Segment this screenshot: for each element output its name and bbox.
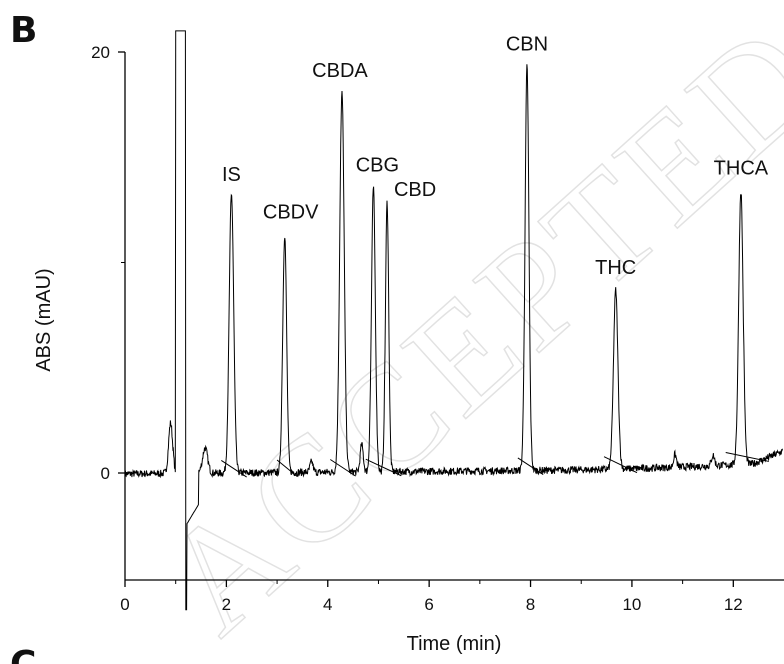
x-tick-label: 4 bbox=[323, 595, 332, 614]
peak-label-thca: THCA bbox=[714, 158, 769, 180]
peak-label-is: IS bbox=[222, 164, 241, 186]
y-tick-label: 0 bbox=[101, 464, 110, 483]
x-tick-label: 8 bbox=[526, 595, 535, 614]
baseline-segment bbox=[365, 458, 402, 477]
baseline-segment bbox=[517, 457, 544, 475]
y-axis-title: ABS (mAU) bbox=[33, 268, 55, 371]
baseline-segment bbox=[221, 459, 247, 478]
x-tick-label: 2 bbox=[222, 595, 231, 614]
x-tick-label: 6 bbox=[424, 595, 433, 614]
y-ticks: 0 20 bbox=[91, 43, 125, 483]
panel-label-c: C bbox=[10, 644, 36, 664]
axes bbox=[124, 52, 784, 581]
peak-label-cbd: CBD bbox=[394, 179, 436, 201]
x-tick-label: 10 bbox=[622, 595, 641, 614]
baseline-segment bbox=[603, 456, 638, 474]
peak-label-thc: THC bbox=[595, 257, 636, 279]
x-tick-label: 12 bbox=[724, 595, 743, 614]
baseline-segment bbox=[276, 459, 298, 478]
integration-baselines bbox=[221, 451, 769, 478]
x-tick-label: 0 bbox=[120, 595, 129, 614]
peak-label-cbn: CBN bbox=[506, 33, 548, 55]
peak-label-cbda: CBDA bbox=[312, 60, 368, 82]
x-ticks: 0 2 4 6 8 10 12 bbox=[120, 580, 743, 614]
chromatogram-trace bbox=[124, 30, 783, 611]
peak-label-cbdv: CBDV bbox=[263, 202, 319, 224]
baseline-segment bbox=[725, 451, 769, 462]
y-tick-label: 20 bbox=[91, 43, 110, 62]
peak-label-cbg: CBG bbox=[356, 155, 399, 177]
baseline-segment bbox=[330, 459, 356, 477]
x-axis-title: Time (min) bbox=[407, 633, 502, 655]
panel-label-b: B bbox=[10, 10, 37, 51]
